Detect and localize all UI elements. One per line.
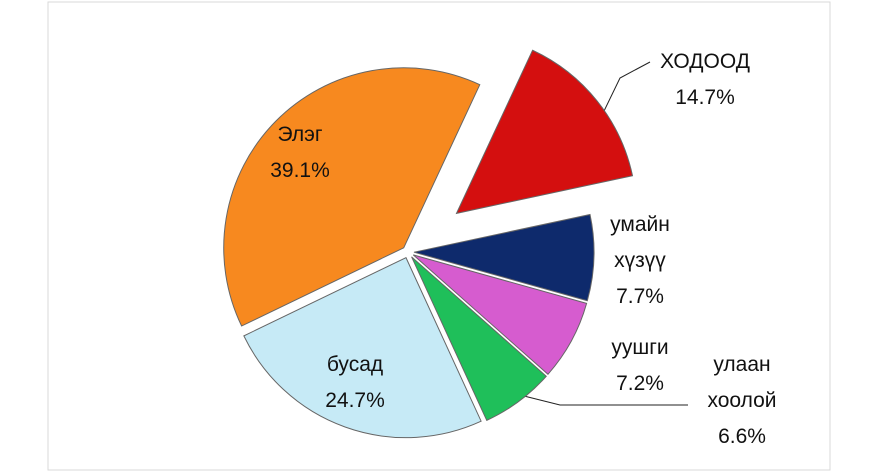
leader-line <box>519 394 688 406</box>
slice-label: улаан хоолой 6.6% <box>692 347 792 455</box>
slice-label: уушги 7.2% <box>585 330 695 402</box>
slice-name: Элэг <box>277 123 323 146</box>
pie-slice <box>413 213 595 302</box>
slice-value: 24.7% <box>325 389 385 412</box>
slice-value: 39.1% <box>270 159 330 182</box>
pie-slice <box>243 256 482 439</box>
slice-value: 6.6% <box>718 425 766 448</box>
slice-name: ХОДООД <box>660 50 750 73</box>
slice-value: 14.7% <box>675 86 735 109</box>
slice-name: улаан хоолой <box>707 353 777 412</box>
pie-slice <box>411 256 547 422</box>
pie-slice <box>455 49 634 215</box>
slice-label: бусад 24.7% <box>300 347 410 419</box>
pie-slice <box>223 67 481 327</box>
pie-slice <box>412 254 588 375</box>
slice-name: умайн хүзүү <box>610 213 670 272</box>
slice-name: бусад <box>326 353 384 376</box>
slice-label: ХОДООД 14.7% <box>630 44 780 116</box>
slice-label: Элэг 39.1% <box>245 117 355 189</box>
slice-value: 7.7% <box>616 285 664 308</box>
slice-label: умайн хүзүү 7.7% <box>593 207 688 315</box>
slice-name: уушги <box>611 336 669 359</box>
slice-value: 7.2% <box>616 372 664 395</box>
